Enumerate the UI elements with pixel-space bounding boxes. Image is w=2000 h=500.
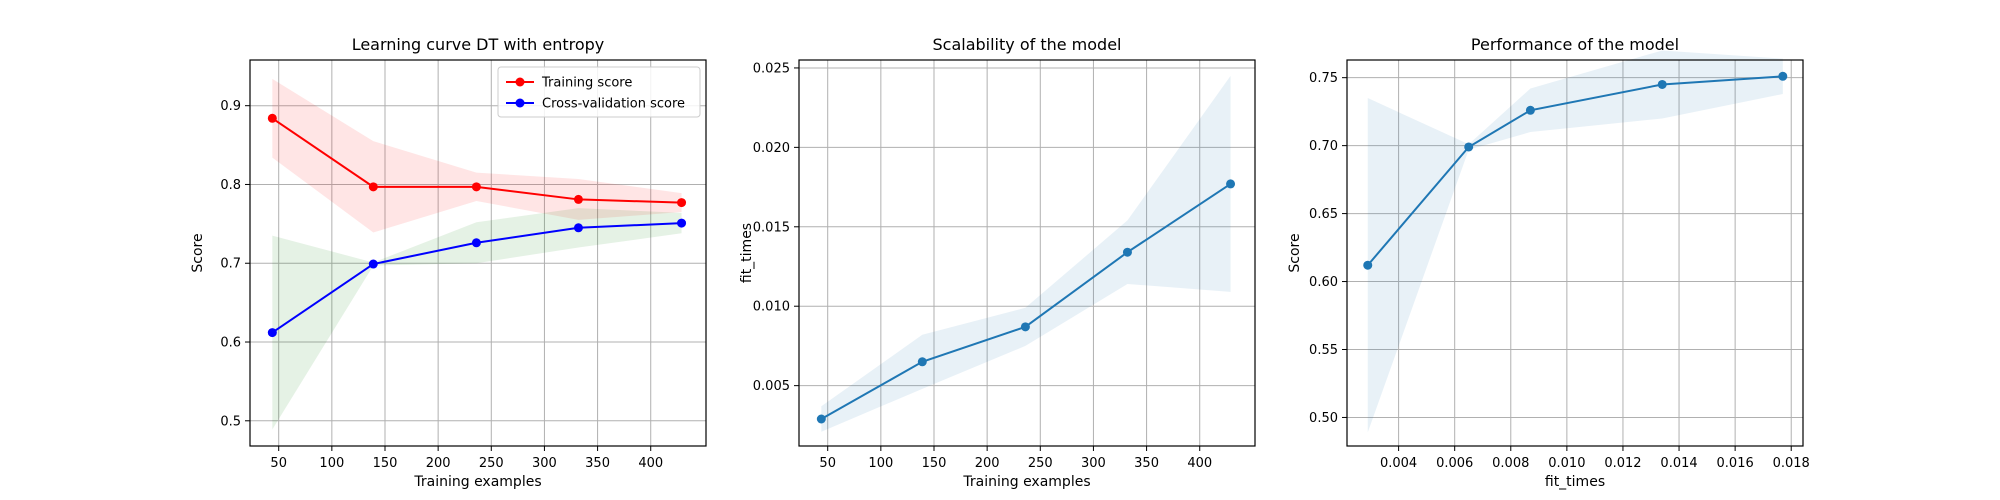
data-point <box>267 113 277 123</box>
y-tick-label: 0.65 <box>1309 207 1338 222</box>
x-tick-label: 0.012 <box>1604 456 1641 471</box>
data-point <box>1778 71 1788 81</box>
y-tick-label: 0.50 <box>1309 411 1338 426</box>
y-tick-label: 0.75 <box>1309 71 1338 86</box>
data-point <box>368 182 378 192</box>
data-point <box>917 357 927 367</box>
y-tick-label: 0.70 <box>1309 139 1338 154</box>
data-point <box>368 259 378 269</box>
confidence-band-1 <box>821 75 1231 432</box>
x-tick-label: 50 <box>270 456 287 471</box>
legend-box <box>497 66 701 118</box>
axes-frame <box>798 59 1256 447</box>
legend-label: Cross-validation score <box>542 97 685 112</box>
y-tick-label: 0.55 <box>1309 343 1338 358</box>
axes-frame <box>1346 59 1804 447</box>
x-tick-label: 400 <box>1187 456 1212 471</box>
data-point <box>573 223 583 233</box>
x-tick-label: 300 <box>532 456 557 471</box>
y-axis-label: Score <box>1287 233 1303 272</box>
confidence-band-1 <box>1367 50 1783 433</box>
data-point <box>1122 247 1132 257</box>
x-tick-label: 200 <box>426 456 451 471</box>
chart-title: Scalability of the model <box>933 35 1122 54</box>
y-tick-label: 0.005 <box>753 379 790 394</box>
axes-frame <box>249 59 707 447</box>
x-tick-label: 50 <box>819 456 836 471</box>
data-point <box>267 328 277 338</box>
x-tick-label: 0.008 <box>1492 456 1529 471</box>
data-point <box>471 238 481 248</box>
legend-label: Training score <box>541 76 632 91</box>
x-tick-label: 150 <box>373 456 398 471</box>
y-tick-label: 0.7 <box>220 257 241 272</box>
data-point <box>1525 105 1535 115</box>
x-tick-label: 0.014 <box>1660 456 1697 471</box>
data-point <box>677 218 687 228</box>
y-tick-label: 0.015 <box>753 220 790 235</box>
y-tick-label: 0.025 <box>753 61 790 76</box>
y-axis-label: Score <box>190 233 206 272</box>
x-tick-label: 350 <box>585 456 610 471</box>
panel-3: 0.004 0.006 0.008 0.010 0.012 0.014 0.016 0.018… <box>1287 35 1810 490</box>
data-point <box>471 182 481 192</box>
panel-2: 50 100 150 200 250 300 350 400 0.005 0.010 0.015 0.… <box>739 35 1256 490</box>
x-tick-label: 400 <box>638 456 663 471</box>
x-tick-label: 250 <box>479 456 504 471</box>
data-point <box>1657 79 1667 89</box>
x-axis-label: Training examples <box>413 474 541 490</box>
panel-1: 50 100 150 200 250 300 350 400 0.5 0.6 0.7 0.8 0.9 Le… <box>190 35 707 490</box>
x-axis-label: fit_times <box>1545 474 1605 490</box>
chart-title: Performance of the model <box>1471 35 1679 54</box>
data-point <box>1020 322 1030 332</box>
x-tick-label: 100 <box>868 456 893 471</box>
x-tick-label: 200 <box>975 456 1000 471</box>
y-tick-label: 0.60 <box>1309 275 1338 290</box>
data-point <box>1464 142 1474 152</box>
y-tick-label: 0.010 <box>753 300 790 315</box>
legend-marker <box>515 98 525 108</box>
legend: Training score Cross-validation score <box>497 66 701 118</box>
y-tick-label: 0.020 <box>753 141 790 156</box>
y-tick-label: 0.8 <box>220 178 241 193</box>
data-point <box>1363 260 1373 270</box>
data-point <box>573 194 583 204</box>
legend-marker <box>515 77 525 87</box>
x-tick-label: 0.018 <box>1773 456 1810 471</box>
x-tick-label: 150 <box>922 456 947 471</box>
x-tick-label: 0.016 <box>1717 456 1754 471</box>
x-tick-label: 250 <box>1028 456 1053 471</box>
confidence-band-1 <box>272 78 682 233</box>
y-tick-label: 0.5 <box>220 414 241 429</box>
data-point <box>816 414 826 424</box>
x-tick-label: 0.006 <box>1436 456 1473 471</box>
x-axis-label: Training examples <box>962 474 1090 490</box>
y-tick-label: 0.9 <box>220 99 241 114</box>
data-point <box>677 198 687 208</box>
x-tick-label: 100 <box>319 456 344 471</box>
x-tick-label: 0.010 <box>1548 456 1585 471</box>
x-tick-label: 350 <box>1134 456 1159 471</box>
x-tick-label: 300 <box>1081 456 1106 471</box>
chart-title: Learning curve DT with entropy <box>352 35 605 54</box>
data-point <box>1226 179 1236 189</box>
y-axis-label: fit_times <box>739 223 755 283</box>
x-tick-label: 0.004 <box>1380 456 1417 471</box>
y-tick-label: 0.6 <box>220 336 241 351</box>
